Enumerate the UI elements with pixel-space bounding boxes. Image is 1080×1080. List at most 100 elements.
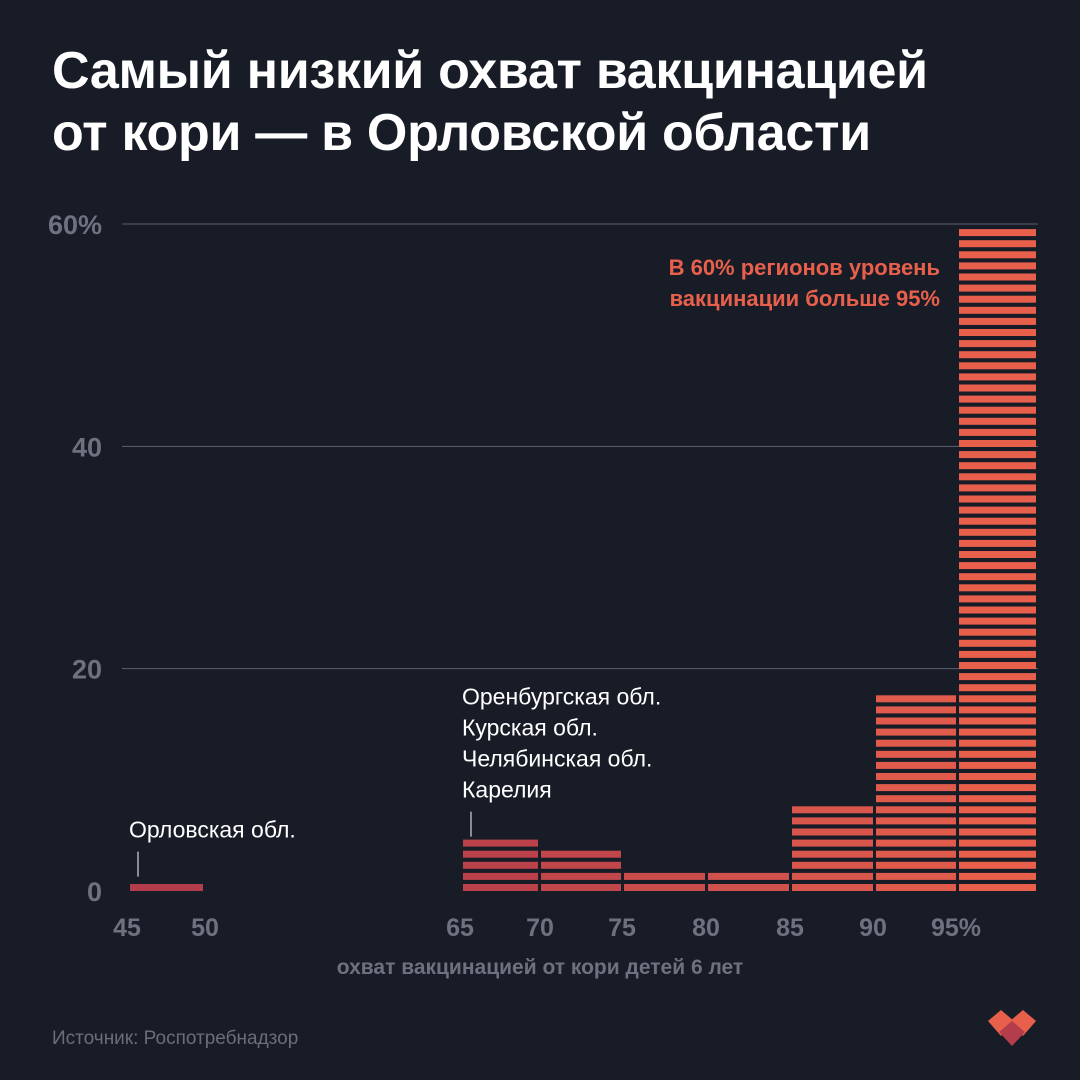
bar-stripe <box>463 861 538 869</box>
bar-stripe <box>463 839 538 847</box>
histogram-chart: 0 20 40 60% 45 50 65 70 75 80 85 90 95% охват вакцина… <box>48 210 1038 979</box>
bar-stripe <box>708 872 789 880</box>
bar-65-70 <box>463 839 538 891</box>
bar-stripe <box>463 850 538 858</box>
bar-stripe <box>959 528 1036 536</box>
bar-stripe <box>959 573 1036 581</box>
bar-stripe <box>959 673 1036 681</box>
bar-stripe <box>792 872 873 880</box>
annotation-line: Челябинская обл. <box>462 746 652 772</box>
x-tick-label: 75 <box>608 914 636 942</box>
x-axis-label: охват вакцинацией от кори детей 6 лет <box>337 956 743 979</box>
y-tick-label: 40 <box>72 432 102 462</box>
bar-stripe <box>959 473 1036 481</box>
bar-stripe <box>959 362 1036 370</box>
bar-stripe <box>876 706 956 714</box>
bar-stripe <box>959 517 1036 525</box>
bar-stripe <box>876 872 956 880</box>
bar-stripe <box>959 695 1036 703</box>
bar-stripe <box>959 784 1036 792</box>
bar-stripe <box>876 795 956 803</box>
bar-stripe <box>959 639 1036 647</box>
bar-stripe <box>876 839 956 847</box>
bar-stripe <box>959 240 1036 248</box>
bar-stripe <box>792 850 873 858</box>
y-tick-label: 60% <box>48 210 102 240</box>
bar-stripe <box>959 750 1036 758</box>
bar-stripe <box>959 884 1036 891</box>
bar-stripe <box>959 462 1036 470</box>
annotation-line: Оренбургская обл. <box>462 684 661 710</box>
bar-stripe <box>876 739 956 747</box>
bar-stripe <box>959 828 1036 836</box>
bar-stripe <box>959 628 1036 636</box>
y-tick-label: 0 <box>87 877 102 907</box>
bar-stripe <box>959 728 1036 736</box>
bar-stripe <box>959 617 1036 625</box>
page-title: Самый низкий охват вакцинацией от кори —… <box>52 40 928 164</box>
bar-stripe <box>959 373 1036 381</box>
bar-stripe <box>959 428 1036 436</box>
bar-stripe <box>876 784 956 792</box>
bar-stripe <box>959 684 1036 692</box>
bar-stripe <box>959 262 1036 270</box>
bar-stripe <box>959 717 1036 725</box>
source-note: Источник: Роспотребнадзор <box>52 1028 299 1049</box>
bar-stripe <box>959 395 1036 403</box>
bar-stripe <box>959 606 1036 614</box>
bar-stripe <box>792 884 873 891</box>
bar-stripe <box>959 384 1036 392</box>
x-tick-label: 85 <box>776 914 804 942</box>
bar-stripe <box>959 872 1036 880</box>
highlight-annotation-line: вакцинации больше 95% <box>670 286 940 311</box>
bar-stripe <box>792 861 873 869</box>
bar-stripe <box>541 884 621 891</box>
bar-stripe <box>624 884 705 891</box>
bar-stripe <box>959 484 1036 492</box>
bar-stripe <box>959 506 1036 514</box>
bar-stripe <box>959 340 1036 348</box>
bar-stripe <box>876 828 956 836</box>
bar-stripe <box>959 284 1036 292</box>
bar-stripe <box>959 861 1036 869</box>
bar-stripe <box>959 417 1036 425</box>
x-tick-label: 70 <box>526 914 554 942</box>
bar-stripe <box>876 717 956 725</box>
bar-stripe <box>130 884 203 891</box>
bar-stripe <box>959 451 1036 459</box>
bar-stripe <box>959 795 1036 803</box>
bar-stripe <box>792 806 873 814</box>
bar-75-80 <box>624 872 705 891</box>
bar-stripe <box>959 251 1036 259</box>
bar-80-85 <box>708 872 789 891</box>
bar-stripe <box>959 850 1036 858</box>
bar-stripe <box>876 884 956 891</box>
bar-stripe <box>624 872 705 880</box>
bar-90-95 <box>876 695 956 891</box>
annotation-line: Орловская обл. <box>129 817 296 843</box>
bar-stripe <box>876 773 956 780</box>
bar-stripe <box>708 884 789 891</box>
bar-stripe <box>959 229 1036 237</box>
bar-85-90 <box>792 806 873 891</box>
y-tick-label: 20 <box>72 655 102 685</box>
x-tick-label: 80 <box>692 914 720 942</box>
bar-stripe <box>959 739 1036 747</box>
x-tick-label: 50 <box>191 914 219 942</box>
x-tick-label: 95% <box>931 914 981 942</box>
bar-stripe <box>959 351 1036 359</box>
bar-45-50 <box>130 884 203 891</box>
bar-stripe <box>959 273 1036 281</box>
bar-stripe <box>463 872 538 880</box>
bar-stripe <box>959 562 1036 570</box>
annotation-line: Курская обл. <box>462 715 598 741</box>
bar-stripe <box>959 706 1036 714</box>
diamond-hearts-logo-icon <box>988 1010 1036 1046</box>
bar-stripe <box>959 584 1036 592</box>
bar-stripe <box>959 306 1036 314</box>
bar-stripe <box>959 773 1036 780</box>
x-tick-label: 65 <box>446 914 474 942</box>
bar-stripe <box>959 806 1036 814</box>
bar-stripe <box>959 595 1036 603</box>
title-line-1: Самый низкий охват вакцинацией <box>52 42 928 100</box>
